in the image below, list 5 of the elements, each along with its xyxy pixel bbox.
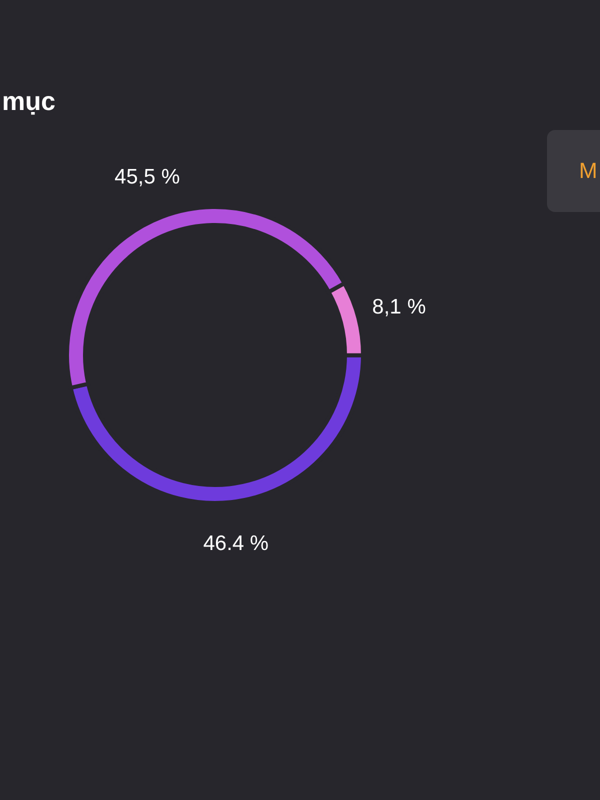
chart-title: mục [2,86,56,117]
data-label: 45,5 % [114,166,180,188]
text: M [547,130,600,212]
data-label: 8,1 % [372,296,426,319]
data-label: 46.4 % [203,532,269,555]
